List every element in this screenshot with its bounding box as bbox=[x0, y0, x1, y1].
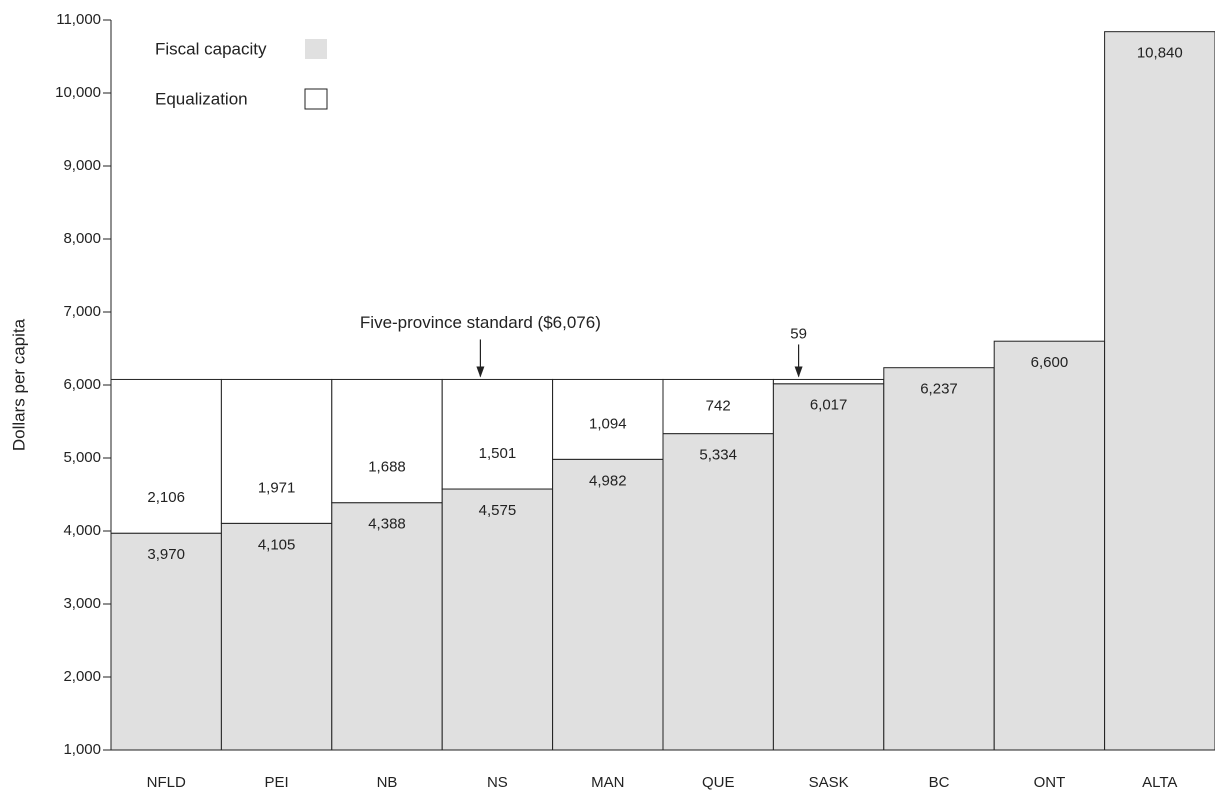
y-tick-label: 8,000 bbox=[63, 230, 101, 247]
x-tick-label: MAN bbox=[591, 774, 624, 791]
bar-segment bbox=[331, 378, 443, 504]
y-tick-label: 6,000 bbox=[63, 376, 101, 393]
legend-label: Equalization bbox=[155, 89, 248, 108]
y-tick-label: 4,000 bbox=[63, 522, 101, 539]
bar-segment bbox=[883, 367, 995, 751]
value-label: 3,970 bbox=[147, 546, 185, 563]
value-label: 4,982 bbox=[589, 472, 627, 489]
bar-segment bbox=[772, 383, 885, 751]
value-label: 5,334 bbox=[699, 447, 737, 464]
value-label: 59 bbox=[790, 325, 807, 342]
annotation: Five-province standard ($6,076) bbox=[360, 313, 601, 332]
bar-segment bbox=[110, 532, 222, 751]
bar-segment bbox=[552, 378, 664, 460]
bar-segment bbox=[220, 378, 333, 524]
value-label: 1,094 bbox=[589, 415, 627, 432]
bar-segment bbox=[441, 488, 554, 751]
x-tick-label: SASK bbox=[809, 774, 849, 791]
x-tick-label: NS bbox=[487, 774, 508, 791]
x-tick-label: QUE bbox=[702, 774, 735, 791]
bar-segment bbox=[220, 522, 333, 751]
y-tick-label: 5,000 bbox=[63, 449, 101, 466]
bar-segment bbox=[662, 378, 774, 435]
x-tick-label: NFLD bbox=[147, 774, 186, 791]
bar-segment bbox=[662, 433, 774, 751]
y-tick-label: 11,000 bbox=[56, 11, 101, 28]
x-tick-label: ALTA bbox=[1142, 774, 1177, 791]
arrow-head bbox=[476, 366, 485, 378]
x-tick-label: PEI bbox=[265, 774, 289, 791]
value-label: 10,840 bbox=[1137, 45, 1183, 62]
value-label: 4,575 bbox=[479, 502, 517, 519]
value-label: 1,688 bbox=[368, 459, 406, 476]
value-label: 4,105 bbox=[258, 536, 296, 553]
value-label: 2,106 bbox=[147, 489, 185, 506]
y-axis-label: Dollars per capita bbox=[9, 318, 28, 451]
y-tick-label: 2,000 bbox=[63, 668, 101, 685]
value-label: 6,017 bbox=[810, 397, 848, 414]
arrow-head bbox=[794, 366, 803, 378]
x-tick-label: ONT bbox=[1034, 774, 1066, 791]
bar-segment bbox=[441, 378, 554, 490]
value-label: 1,971 bbox=[258, 479, 296, 496]
bar-segment bbox=[1104, 31, 1215, 751]
value-label: 1,501 bbox=[479, 445, 517, 462]
value-label: 6,237 bbox=[920, 381, 958, 398]
x-tick-label: BC bbox=[929, 774, 950, 791]
y-tick-label: 1,000 bbox=[63, 741, 101, 758]
legend-swatch bbox=[305, 39, 327, 59]
bar-segment bbox=[772, 378, 885, 385]
x-tick-label: NB bbox=[377, 774, 398, 791]
legend-label: Fiscal capacity bbox=[155, 39, 267, 58]
value-label: 4,388 bbox=[368, 516, 406, 533]
value-label: 6,600 bbox=[1031, 354, 1069, 371]
value-label: 742 bbox=[706, 398, 731, 415]
bar-segment bbox=[993, 340, 1106, 751]
y-tick-label: 10,000 bbox=[55, 84, 101, 101]
y-tick-label: 3,000 bbox=[63, 595, 101, 612]
y-tick-label: 7,000 bbox=[63, 303, 101, 320]
y-tick-label: 9,000 bbox=[63, 157, 101, 174]
bar-segment bbox=[110, 378, 222, 534]
legend-swatch bbox=[304, 88, 328, 110]
bar-segment bbox=[552, 458, 664, 751]
bar-segment bbox=[331, 502, 443, 751]
